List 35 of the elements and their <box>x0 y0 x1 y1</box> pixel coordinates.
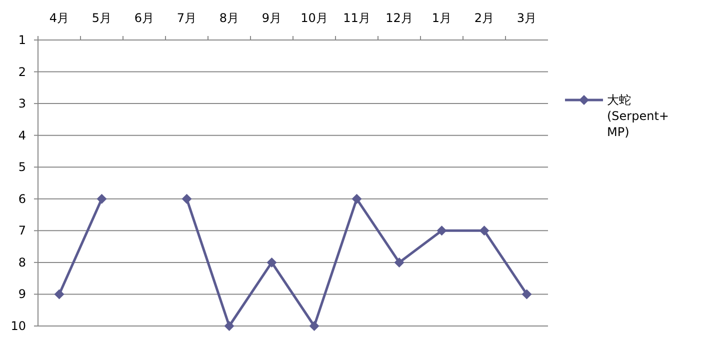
point <box>394 257 404 268</box>
x-tick-label: 1月 <box>432 11 452 25</box>
x-tick-label: 10月 <box>300 11 328 25</box>
point <box>309 321 320 331</box>
point <box>266 257 277 268</box>
point <box>182 194 192 204</box>
x-tick-label: 9月 <box>262 11 282 25</box>
y-tick-label: 7 <box>18 224 26 238</box>
point <box>352 194 362 204</box>
y-tick-label: 9 <box>18 287 26 302</box>
point <box>436 226 447 236</box>
y-tick-label: 2 <box>18 64 26 79</box>
point <box>54 289 64 300</box>
y-tick-label: 3 <box>18 96 26 111</box>
point <box>96 194 107 204</box>
y-tick-label: 10 <box>10 319 26 333</box>
x-tick-label: 2月 <box>474 11 494 25</box>
x-tick-label: 6月 <box>134 11 154 25</box>
x-tick-label: 12月 <box>386 11 413 25</box>
x-tick-label: 7月 <box>176 11 197 25</box>
x-tick-label: 3月 <box>516 11 537 25</box>
point <box>522 289 532 300</box>
legend: 大蛇 (Serpent+ MP) <box>565 93 669 139</box>
x-tick-label: 4月 <box>49 11 70 25</box>
point <box>224 321 234 331</box>
y-tick-label: 6 <box>18 192 26 206</box>
x-tick-label: 11月 <box>343 11 370 25</box>
y-tick-label: 5 <box>18 160 26 174</box>
x-tick-label: 5月 <box>92 11 112 25</box>
y-tick-label: 8 <box>18 255 26 270</box>
legend-label: 大蛇 (Serpent+ MP) <box>607 93 669 139</box>
point <box>479 226 490 236</box>
x-tick-label: 8月 <box>219 11 240 25</box>
y-tick-label: 4 <box>18 128 26 142</box>
y-tick-label: 1 <box>18 33 26 47</box>
